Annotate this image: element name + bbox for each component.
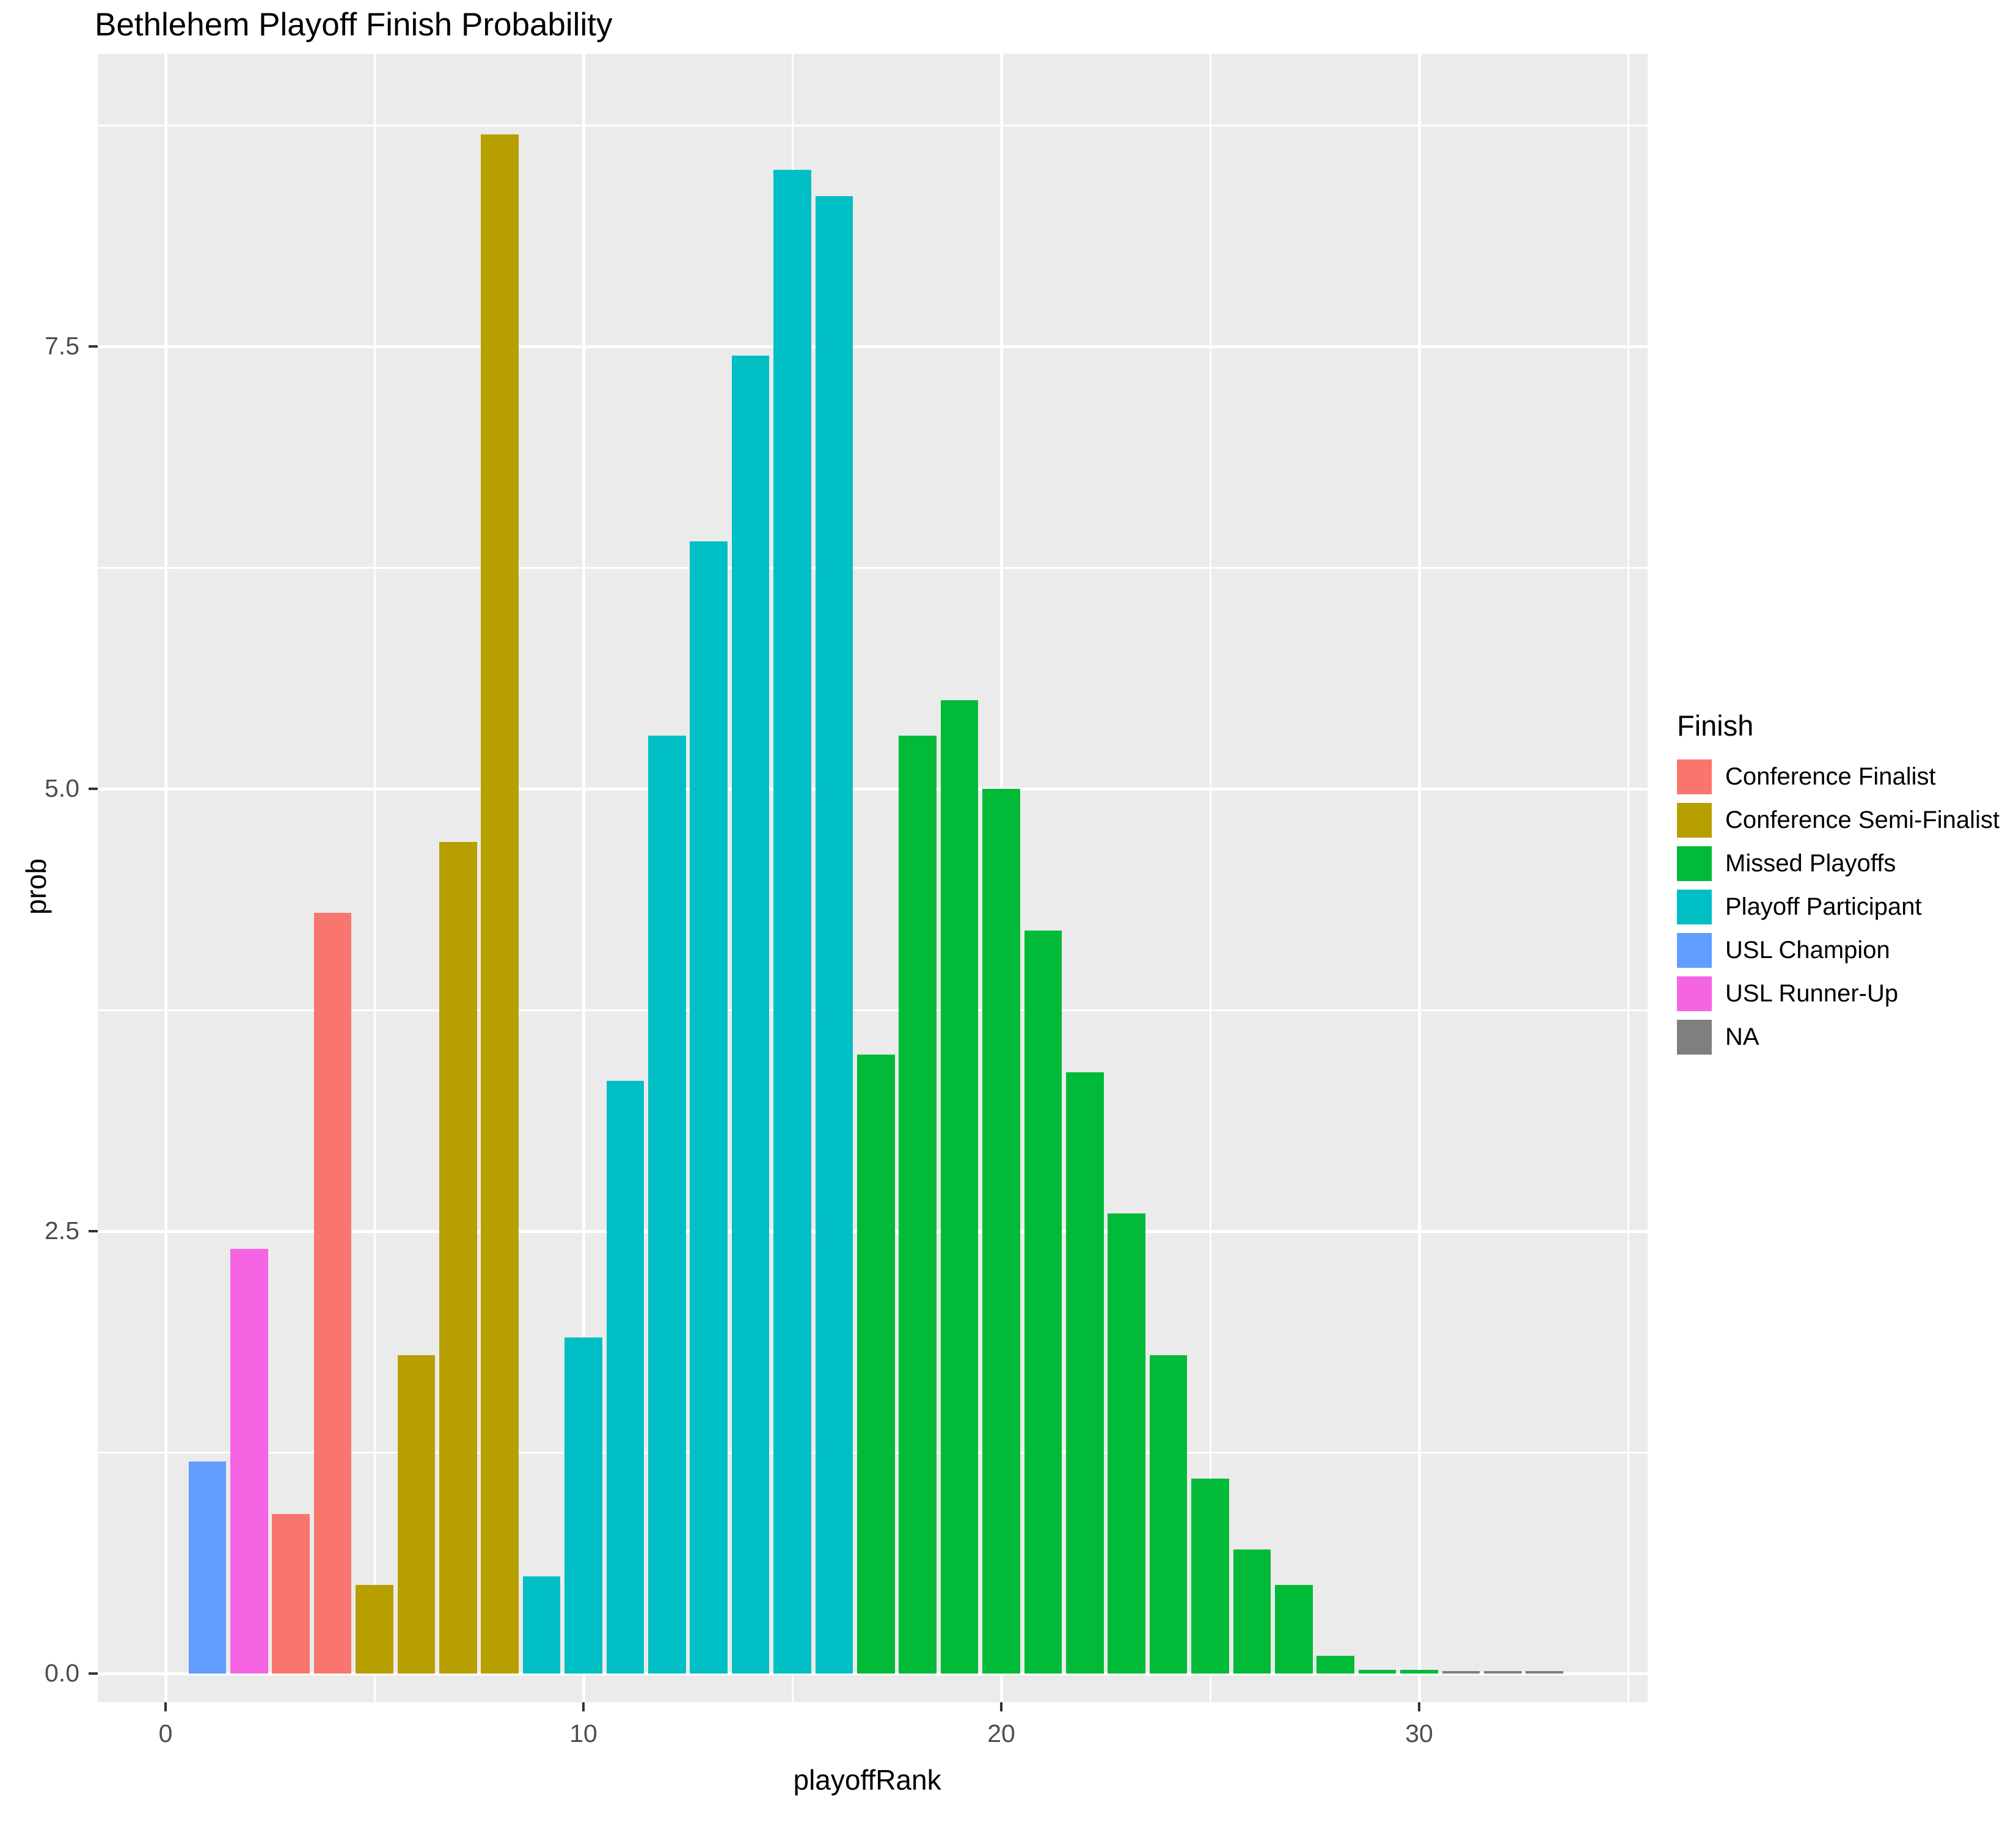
bar-rank-18 [899,736,937,1674]
y-minor-gridline [98,1009,1648,1011]
chart-title: Bethlehem Playoff Finish Probability [95,7,613,43]
bar-rank-4 [313,912,352,1674]
bar-rank-17 [857,1054,895,1674]
y-tick-mark [89,1672,98,1675]
bar-rank-27 [1275,1585,1313,1674]
bar-rank-8 [481,134,519,1674]
bar-rank-11 [606,1081,645,1674]
bar-rank-29 [1358,1670,1397,1674]
x-axis-title: playoffRank [793,1764,941,1796]
x-minor-gridline [373,54,376,1702]
bar-rank-30 [1400,1670,1438,1674]
legend-label: Conference Semi-Finalist [1725,807,2000,833]
bar-rank-14 [731,355,770,1674]
legend-swatch-icon [1677,846,1712,881]
legend: Finish Conference Finalist Conference Sem… [1677,709,2000,1063]
y-tick-label: 5.0 [45,774,79,803]
x-minor-gridline [1627,54,1629,1702]
y-minor-gridline [98,566,1648,569]
x-tick-mark [1418,1702,1420,1711]
plot-panel [98,54,1648,1702]
legend-entry-1: Conference Semi-Finalist [1677,803,2000,838]
x-tick-label: 10 [569,1719,597,1747]
legend-entries: Conference Finalist Conference Semi-Final… [1677,759,2000,1055]
y-tick-label: 0.0 [45,1659,79,1687]
legend-label: NA [1725,1023,1759,1050]
y-axis-title: prob [20,858,52,915]
y-tick-mark [89,1230,98,1233]
bar-rank-24 [1149,1355,1188,1674]
bar-rank-28 [1317,1656,1354,1674]
bar-rank-15 [773,169,811,1674]
legend-label: Missed Playoffs [1725,850,1896,877]
bar-rank-19 [940,700,979,1674]
bar-rank-13 [690,541,728,1674]
legend-label: Conference Finalist [1725,763,1936,790]
bar-rank-2 [230,1249,268,1674]
legend-label: USL Champion [1725,937,1890,964]
x-major-gridline [164,54,167,1702]
x-tick-label: 20 [987,1719,1015,1747]
bar-rank-20 [982,789,1020,1674]
legend-swatch-icon [1677,803,1712,838]
legend-label: Playoff Participant [1725,893,1922,920]
legend-swatch-icon [1677,976,1712,1011]
legend-entry-6: NA [1677,1020,2000,1055]
bar-rank-7 [439,842,477,1674]
x-major-gridline [582,54,585,1702]
legend-swatch-icon [1677,933,1712,968]
legend-swatch-icon [1677,1020,1712,1055]
bar-rank-1 [188,1461,227,1674]
x-tick-label: 30 [1405,1719,1433,1747]
bar-rank-32 [1484,1670,1522,1674]
bar-rank-26 [1233,1549,1271,1674]
bar-rank-3 [272,1514,310,1674]
y-minor-gridline [98,124,1648,126]
legend-swatch-icon [1677,759,1712,794]
bar-rank-6 [397,1355,436,1674]
legend-entry-5: USL Runner-Up [1677,976,2000,1011]
y-tick-mark [89,788,98,791]
bar-rank-10 [564,1337,602,1674]
bar-rank-12 [648,736,686,1674]
bar-rank-16 [815,196,853,1674]
x-tick-mark [582,1702,585,1711]
bar-rank-21 [1024,930,1062,1674]
legend-entry-2: Missed Playoffs [1677,846,2000,881]
bar-rank-22 [1066,1072,1104,1674]
x-tick-mark [1000,1702,1003,1711]
legend-title: Finish [1677,709,1754,742]
legend-swatch-icon [1677,890,1712,924]
legend-entry-0: Conference Finalist [1677,759,2000,794]
bar-rank-5 [356,1585,393,1674]
bar-rank-31 [1442,1670,1480,1674]
y-major-gridline [98,1672,1648,1675]
y-tick-mark [89,345,98,348]
legend-entry-3: Playoff Participant [1677,890,2000,924]
bar-rank-33 [1525,1670,1563,1674]
y-major-gridline [98,345,1648,348]
bar-rank-25 [1191,1479,1229,1674]
y-tick-label: 2.5 [45,1217,79,1245]
x-tick-mark [164,1702,167,1711]
bar-rank-23 [1108,1213,1145,1674]
x-major-gridline [1417,54,1421,1702]
x-minor-gridline [1209,54,1211,1702]
y-major-gridline [98,787,1648,791]
legend-label: USL Runner-Up [1725,980,1899,1007]
legend-entry-4: USL Champion [1677,933,2000,968]
y-tick-label: 7.5 [45,332,79,360]
bar-rank-9 [522,1576,561,1674]
x-tick-label: 0 [158,1719,173,1747]
